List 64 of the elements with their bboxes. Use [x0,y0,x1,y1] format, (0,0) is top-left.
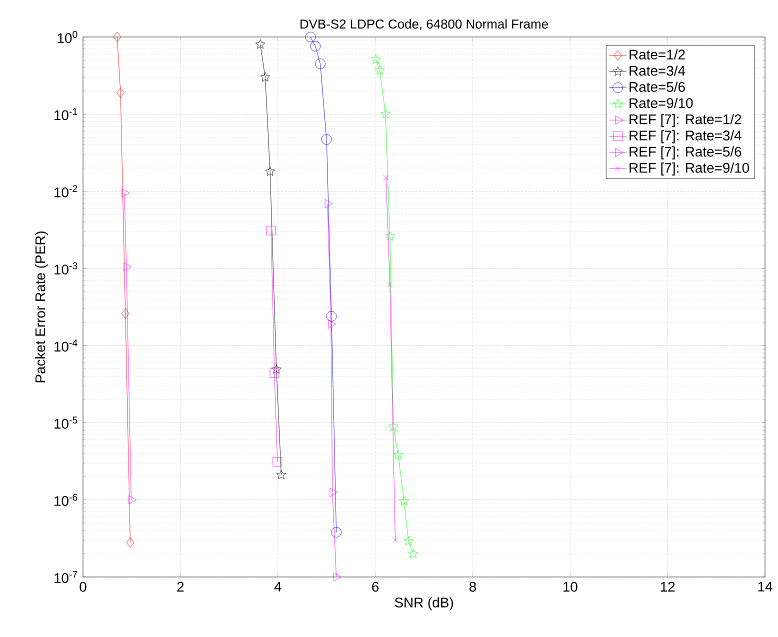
x-tick-label: 8 [469,582,476,592]
legend-label: Rate=3/4 [630,65,686,76]
point [384,231,395,241]
legend-label: REF [7]: Rate=1/2 [630,114,742,128]
y-tick-label: 10$^{0}$ [58,30,78,44]
legend-label: Rate=1/2 [630,49,685,60]
x-axis-title: SNR (dB) [394,597,453,610]
x-tick-label: 10 [563,582,578,592]
point [392,538,398,543]
point [374,65,385,75]
point [387,282,393,288]
y-axis-title: Packet Error Rate (PER) [34,232,48,382]
point [113,32,122,42]
point [330,488,338,497]
x-tick-label: 4 [274,582,282,592]
point [272,457,282,467]
point [380,108,390,118]
x-tick-label: 2 [177,582,184,592]
point [266,226,276,236]
point [126,537,134,548]
legend-label: Rate=5/6 [630,82,685,92]
y-tick-label: 10$^{-1}$ [54,108,78,120]
legend-label: REF [7]: Rate=5/6 [630,146,742,160]
legend-label: REF [7]: Rate=9/10 [630,162,750,176]
legend-label: REF [7]: Rate=3/4 [630,130,742,144]
y-tick-label: 10$^{-4}$ [54,340,78,352]
point [270,368,280,378]
point [331,527,342,538]
point [370,54,381,64]
x-tick-label: 14 [758,582,772,592]
point [265,166,276,176]
point [260,72,270,82]
point [408,548,418,558]
point [116,87,124,98]
point [255,39,266,49]
point [315,58,326,69]
point [271,364,282,374]
point [383,175,389,180]
point [328,320,336,329]
point [334,572,342,582]
y-tick-label: 10$^{-5}$ [54,416,78,429]
point [128,495,136,504]
point [326,311,337,322]
point [124,262,132,272]
point [324,199,333,208]
point [399,496,409,506]
y-tick-label: 10$^{-7}$ [54,570,78,584]
point [310,41,321,52]
x-tick-label: 6 [372,582,379,592]
point [321,134,332,145]
point [121,308,130,319]
y-tick-label: 10$^{-2}$ [54,185,78,198]
point [403,536,414,546]
legend-label: Rate=9/10 [630,98,693,108]
y-tick-label: 10$^{-6}$ [54,494,78,506]
point [388,421,398,431]
point [305,32,316,42]
point [276,470,286,480]
x-tick-label: 12 [660,582,675,592]
point [122,188,130,198]
point [393,450,404,460]
chart-title: DVB-S2 LDPC Code, 64800 Normal Frame [300,19,548,30]
x-tick-label: 0 [80,582,86,592]
y-tick-label: 10$^{-3}$ [54,262,78,275]
